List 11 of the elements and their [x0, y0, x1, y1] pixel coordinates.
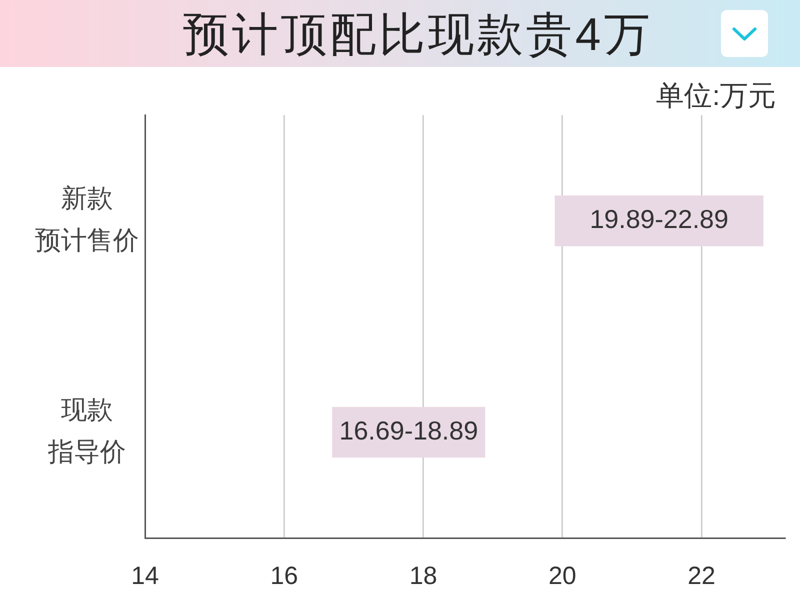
- y-tick-label: 新款预计售价: [35, 182, 139, 256]
- x-tick-label: 16: [270, 562, 298, 590]
- x-tick-label: 14: [131, 562, 159, 590]
- x-tick-label: 22: [688, 562, 716, 590]
- data-label: 16.69-18.89: [339, 415, 478, 446]
- x-tick-label: 20: [548, 562, 576, 590]
- text: 单位:万元: [656, 79, 776, 113]
- y-tick-label: 现款指导价: [47, 394, 126, 467]
- data-label: 19.89-22.89: [590, 204, 728, 234]
- x-tick-label: 18: [409, 562, 438, 590]
- chart-title: 预计顶配比现款贵4万: [182, 7, 654, 62]
